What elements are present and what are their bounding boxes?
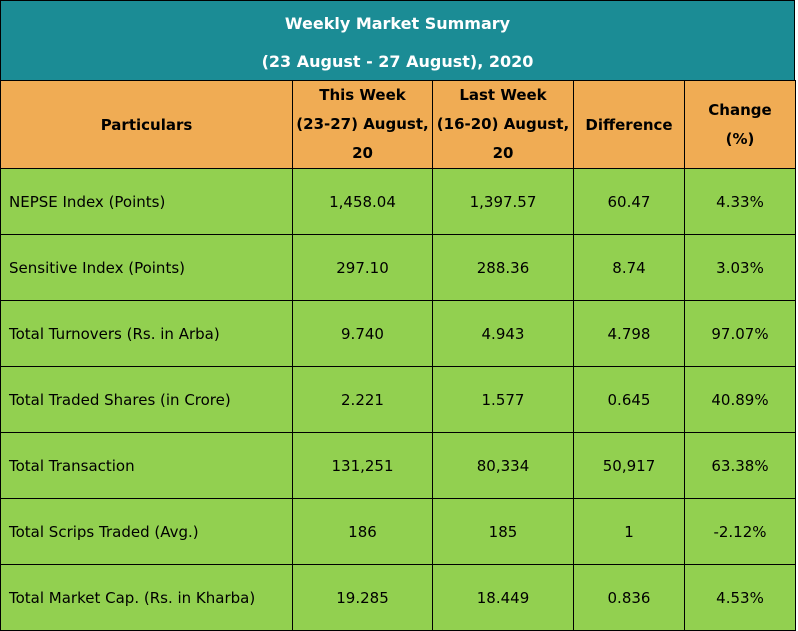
cell-change: 63.38% [684, 432, 796, 499]
table-row: Sensitive Index (Points) 297.10 288.36 8… [0, 234, 796, 301]
header-change-label: Change [708, 100, 772, 119]
cell-this-week: 1,458.04 [292, 168, 433, 235]
cell-difference: 0.645 [573, 366, 685, 433]
cell-this-week: 2.221 [292, 366, 433, 433]
row-label: NEPSE Index (Points) [0, 168, 293, 235]
row-label: Total Traded Shares (in Crore) [0, 366, 293, 433]
header-this-week-range: (23-27) August, 20 [296, 115, 429, 162]
table-row: NEPSE Index (Points) 1,458.04 1,397.57 6… [0, 168, 796, 235]
summary-grid: Particulars This Week (23-27) August, 20… [0, 80, 796, 631]
cell-difference: 0.836 [573, 564, 685, 631]
header-particulars: Particulars [0, 80, 293, 169]
cell-last-week: 18.449 [432, 564, 574, 631]
row-label: Total Turnovers (Rs. in Arba) [0, 300, 293, 367]
cell-last-week: 185 [432, 498, 574, 565]
table-row: Total Market Cap. (Rs. in Kharba) 19.285… [0, 564, 796, 631]
cell-last-week: 4.943 [432, 300, 574, 367]
table-subtitle: (23 August - 27 August), 2020 [261, 52, 534, 71]
header-change: Change (%) [684, 80, 796, 169]
cell-this-week: 131,251 [292, 432, 433, 499]
row-label: Sensitive Index (Points) [0, 234, 293, 301]
row-label: Total Transaction [0, 432, 293, 499]
title-banner: Weekly Market Summary (23 August - 27 Au… [0, 0, 795, 81]
row-label: Total Scrips Traded (Avg.) [0, 498, 293, 565]
cell-this-week: 19.285 [292, 564, 433, 631]
cell-change: -2.12% [684, 498, 796, 565]
table-row: Total Traded Shares (in Crore) 2.221 1.5… [0, 366, 796, 433]
cell-last-week: 288.36 [432, 234, 574, 301]
header-row: Particulars This Week (23-27) August, 20… [0, 80, 796, 169]
cell-this-week: 297.10 [292, 234, 433, 301]
cell-this-week: 186 [292, 498, 433, 565]
header-change-unit: (%) [725, 129, 755, 148]
cell-change: 3.03% [684, 234, 796, 301]
cell-difference: 1 [573, 498, 685, 565]
header-this-week-label: This Week [319, 86, 406, 104]
cell-difference: 60.47 [573, 168, 685, 235]
cell-change: 4.33% [684, 168, 796, 235]
cell-last-week: 80,334 [432, 432, 574, 499]
cell-last-week: 1,397.57 [432, 168, 574, 235]
cell-difference: 8.74 [573, 234, 685, 301]
cell-change: 40.89% [684, 366, 796, 433]
header-this-week: This Week (23-27) August, 20 [292, 80, 433, 169]
cell-this-week: 9.740 [292, 300, 433, 367]
cell-last-week: 1.577 [432, 366, 574, 433]
cell-change: 4.53% [684, 564, 796, 631]
header-last-week-range: (16-20) August, 20 [436, 115, 570, 162]
header-difference: Difference [573, 80, 685, 169]
header-last-week-label: Last Week [459, 86, 547, 104]
row-label: Total Market Cap. (Rs. in Kharba) [0, 564, 293, 631]
header-last-week: Last Week (16-20) August, 20 [432, 80, 574, 169]
table-row: Total Transaction 131,251 80,334 50,917 … [0, 432, 796, 499]
table-title: Weekly Market Summary [284, 14, 511, 33]
table-row: Total Turnovers (Rs. in Arba) 9.740 4.94… [0, 300, 796, 367]
cell-difference: 4.798 [573, 300, 685, 367]
cell-difference: 50,917 [573, 432, 685, 499]
table-row: Total Scrips Traded (Avg.) 186 185 1 -2.… [0, 498, 796, 565]
cell-change: 97.07% [684, 300, 796, 367]
